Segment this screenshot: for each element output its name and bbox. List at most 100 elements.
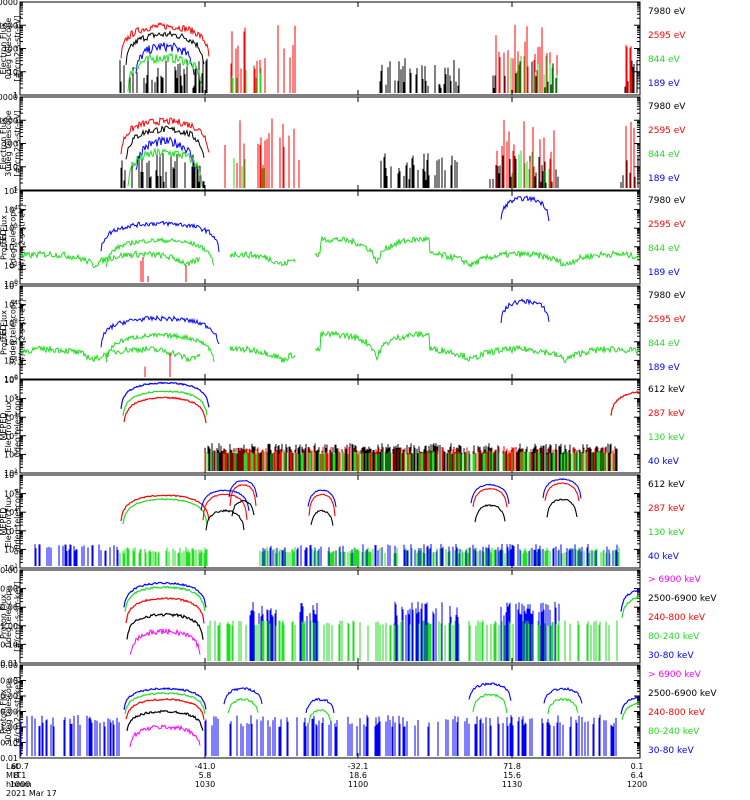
tick-base: 10 <box>4 224 14 233</box>
y-axis-label: MEPED <box>0 413 8 441</box>
y-tick-label: 101 <box>4 563 18 573</box>
series-line <box>610 390 640 416</box>
tick-base: 10 <box>4 450 14 459</box>
series-line <box>310 509 334 526</box>
legend-entry: > 6900 keV <box>648 670 702 680</box>
y-tick-label: 1.00 <box>0 622 18 631</box>
series-line <box>124 692 206 715</box>
tick-exponent: 5 <box>14 489 18 496</box>
y-tick-label: 105 <box>4 186 18 196</box>
y-tick-label: 103 <box>4 223 18 233</box>
series-line <box>122 497 208 525</box>
series-line <box>124 585 206 612</box>
tick-exponent: 4 <box>14 300 18 307</box>
y-tick-label: 1000.00 <box>0 566 18 575</box>
legend-entry: 7980 eV <box>648 102 686 112</box>
legend-entry: 189 eV <box>648 363 681 373</box>
panel-frame <box>19 96 641 191</box>
series-line <box>308 493 336 517</box>
y-axis-label: 30deg telescope <box>4 110 13 177</box>
series-line <box>228 480 258 498</box>
x-tick-label: -41.0 <box>195 762 216 771</box>
legend-entry: 287 keV <box>648 504 685 514</box>
y-axis-label: 30deg telescope <box>9 299 18 366</box>
series-line <box>125 125 205 160</box>
y-axis-label: MEPED <box>0 508 8 536</box>
y-tick-label: 106 <box>4 375 18 385</box>
tick-base: 10 <box>4 375 14 384</box>
series-spikes <box>224 118 635 188</box>
y-tick-label: 104 <box>4 300 18 310</box>
series-line <box>229 484 257 506</box>
series-line <box>126 612 204 640</box>
tick-base: 10 <box>4 206 14 215</box>
tick-exponent: 4 <box>14 412 18 419</box>
x-tick-label: 1030 <box>195 780 215 789</box>
legend-entry: 7980 eV <box>648 291 686 301</box>
series-line <box>129 627 201 655</box>
legend-entry: 40 keV <box>648 552 680 562</box>
y-axis-label: 90deg telescope <box>13 488 22 555</box>
series-line <box>105 331 215 363</box>
series-line <box>120 22 210 59</box>
tick-exponent: 3 <box>14 431 18 438</box>
tick-exponent: 5 <box>14 394 18 401</box>
series-line <box>127 52 203 92</box>
y-axis-label: Proton Flux <box>0 215 9 260</box>
y-tick-label: 105 <box>4 281 18 291</box>
tick-base: 10 <box>4 432 14 441</box>
legend-entry: 189 eV <box>648 268 681 278</box>
x-tick-label: 1100 <box>348 780 368 789</box>
tick-exponent: 5 <box>14 186 18 193</box>
series-line <box>120 494 210 522</box>
series-spikes <box>233 150 550 188</box>
y-tick-label: 106 <box>4 470 18 480</box>
y-tick-label: 102 <box>4 242 18 252</box>
tick-base: 10 <box>4 187 14 196</box>
y-axis-label: Electron Flux <box>4 400 13 452</box>
series-line <box>474 504 506 523</box>
x-tick-label: 1200 <box>627 780 647 789</box>
tick-exponent: 1 <box>14 355 18 362</box>
tick-base: 10 <box>4 413 14 422</box>
legend-entry: 7980 eV <box>648 7 686 17</box>
y-tick-label: 100.00 <box>0 692 18 701</box>
y-tick-label: 1000 <box>0 116 18 125</box>
series-line <box>127 147 203 187</box>
x-tick-label: 6.4 <box>631 771 644 780</box>
tick-base: 10 <box>4 282 14 291</box>
series-spikes <box>144 352 171 377</box>
series-spikes <box>119 58 638 93</box>
legend-entry: 30-80 keV <box>648 651 694 661</box>
series-spikes <box>230 24 633 93</box>
series-line <box>621 595 640 618</box>
y-axis-label: 0deg telescope <box>9 207 18 268</box>
series-line <box>227 697 259 714</box>
series-line <box>231 499 255 517</box>
series-line <box>123 396 207 424</box>
series-spikes <box>34 543 618 566</box>
tick-base: 10 <box>4 261 14 270</box>
series-line <box>620 588 640 612</box>
tick-base: 10 <box>4 376 14 385</box>
y-tick-label: 101 <box>4 468 18 478</box>
series-spikes <box>120 153 639 188</box>
y-axis-label: Electron Flux <box>0 22 8 74</box>
series-line <box>122 389 208 416</box>
y-tick-label: 0.10 <box>0 739 18 748</box>
y-tick-label: 104 <box>4 412 18 422</box>
footer-row-label: MLT <box>6 771 21 780</box>
tick-exponent: 3 <box>14 223 18 230</box>
series-line <box>125 698 205 720</box>
y-axis-label: 0deg telescope <box>4 18 13 79</box>
y-tick-label: 100 <box>4 374 18 384</box>
series-line <box>100 220 220 253</box>
series-spikes <box>207 620 618 661</box>
legend-entry: 2500-6900 keV <box>648 689 717 699</box>
tick-exponent: 3 <box>14 526 18 533</box>
